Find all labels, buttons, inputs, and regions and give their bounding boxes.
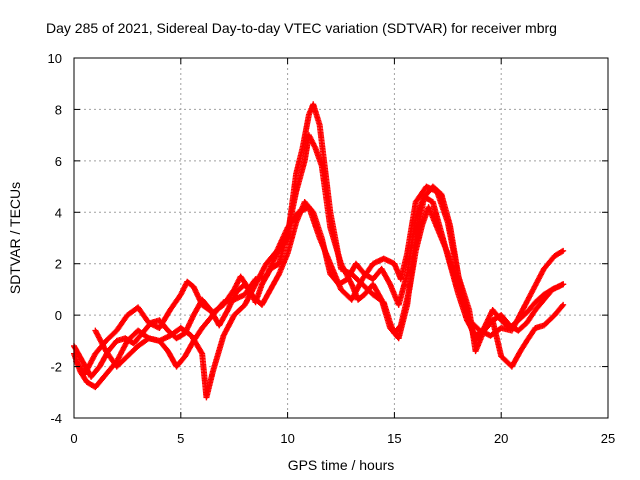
y-tick-label: 4: [55, 205, 62, 220]
data-point: [377, 295, 384, 302]
y-tick-label: -2: [50, 360, 62, 375]
x-tick-label: 25: [601, 431, 615, 446]
data-point: [558, 248, 565, 255]
x-tick-label: 15: [387, 431, 401, 446]
plot-frame: [73, 57, 609, 419]
chart-title: Day 285 of 2021, Sidereal Day-to-day VTE…: [46, 20, 557, 36]
y-tick-label: 6: [55, 154, 62, 169]
y-tick-label: 8: [55, 102, 62, 117]
data-point: [560, 281, 567, 288]
data-point: [559, 303, 566, 309]
y-tick-label: 2: [55, 257, 62, 272]
x-axis-label: GPS time / hours: [288, 457, 395, 473]
y-axis-label: SDTVAR / TECUs: [7, 182, 23, 294]
series-trace-d: [71, 193, 567, 380]
x-tick-label: 10: [280, 431, 294, 446]
x-tick-label: 0: [70, 431, 77, 446]
y-tick-label: -4: [50, 411, 62, 426]
data-point: [198, 349, 205, 356]
x-tick-label: 5: [177, 431, 184, 446]
series-trace-c: [92, 183, 567, 401]
data-point: [560, 247, 567, 254]
x-tick-label: 20: [494, 431, 508, 446]
y-tick-label: 0: [55, 308, 62, 323]
axis-ticks: 0 5 10 15 20 25 -4 -2 0 2 4 6 8 10: [48, 51, 616, 446]
data-point: [560, 301, 567, 308]
y-tick-label: 10: [48, 51, 62, 66]
data-points: [71, 101, 567, 401]
